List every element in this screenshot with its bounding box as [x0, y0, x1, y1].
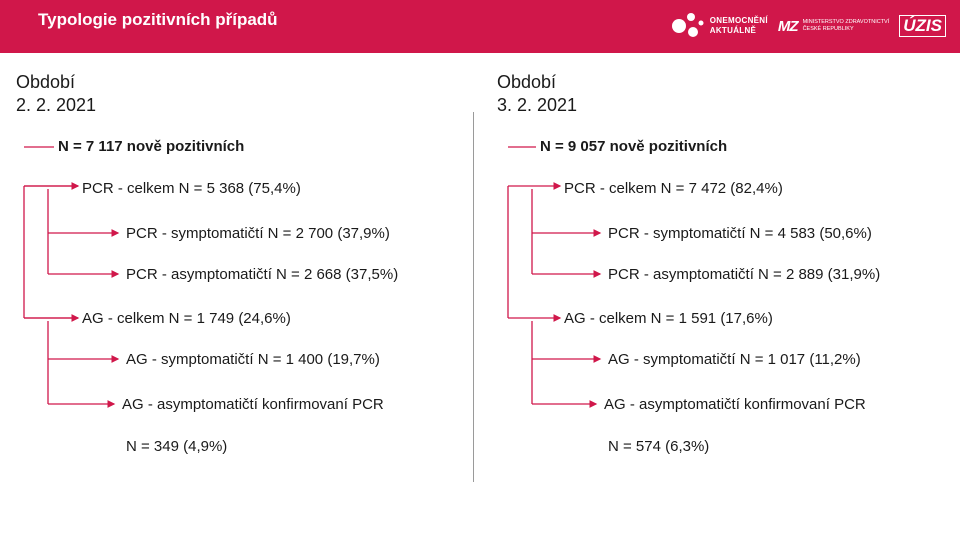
- logo-mz-mark: MZ: [777, 17, 799, 35]
- logo-oa-line2: AKTUÁLNĚ: [709, 26, 757, 35]
- logo-mz-line2: ČESKÉ REPUBLIKY: [802, 26, 854, 32]
- logo-ministerstvo: MZ MINISTERSTVO ZDRAVOTNICTVÍ ČESKÉ REPU…: [778, 18, 889, 35]
- left-pcr-asym: PCR - asymptomatičtí N = 2 668 (37,5%): [126, 266, 399, 283]
- left-period-label: Období: [16, 72, 76, 92]
- left-ag-total: AG - celkem N = 1 749 (24,6%): [82, 310, 291, 327]
- left-total: N = 7 117 nově pozitivních: [58, 138, 245, 155]
- logo-uzis: ÚZIS: [899, 15, 946, 37]
- column-divider: [473, 112, 474, 482]
- page-title: Typologie pozitivních případů: [38, 10, 278, 29]
- logo-oa-line1: ONEMOCNĚNÍ: [709, 16, 768, 25]
- left-ag-asym-conf: AG - asymptomatičtí konfirmovaní PCR: [122, 396, 384, 413]
- left-ag-asym-conf-n: N = 349 (4,9%): [126, 438, 228, 455]
- right-period-label: Období: [497, 72, 557, 92]
- right-pcr-sym: PCR - symptomatičtí N = 4 583 (50,6%): [608, 225, 872, 242]
- right-ag-asym-conf-n: N = 574 (6,3%): [608, 438, 710, 455]
- left-ag-sym: AG - symptomatičtí N = 1 400 (19,7%): [126, 351, 380, 368]
- left-main-branch: [23, 185, 78, 319]
- right-period-date: 3. 2. 2021: [497, 95, 578, 115]
- left-period: Období 2. 2. 2021: [16, 71, 96, 117]
- left-pcr-sym: PCR - symptomatičtí N = 2 700 (37,9%): [126, 225, 390, 242]
- right-pcr-total: PCR - celkem N = 7 472 (82,4%): [564, 180, 783, 197]
- right-total: N = 9 057 nově pozitivních: [540, 138, 728, 155]
- left-pcr-total: PCR - celkem N = 5 368 (75,4%): [82, 180, 301, 197]
- header-bar: Typologie pozitivních případů ONEMOCNĚNÍ…: [0, 0, 960, 53]
- right-pcr-asym: PCR - asymptomatičtí N = 2 889 (31,9%): [608, 266, 881, 283]
- logo-onemocneni-aktualne: ONEMOCNĚNÍ AKTUÁLNĚ: [670, 11, 768, 41]
- logo-mz-line1: MINISTERSTVO ZDRAVOTNICTVÍ: [802, 19, 890, 25]
- right-ag-sym: AG - symptomatičtí N = 1 017 (11,2%): [608, 351, 861, 368]
- left-period-date: 2. 2. 2021: [16, 95, 97, 115]
- right-period: Období 3. 2. 2021: [497, 71, 577, 117]
- right-ag-asym-conf: AG - asymptomatičtí konfirmovaní PCR: [604, 396, 866, 413]
- logo-group: ONEMOCNĚNÍ AKTUÁLNĚ MZ MINISTERSTVO ZDRA…: [670, 6, 946, 46]
- right-ag-total: AG - celkem N = 1 591 (17,6%): [564, 310, 773, 327]
- dots-logo-icon: [671, 13, 704, 37]
